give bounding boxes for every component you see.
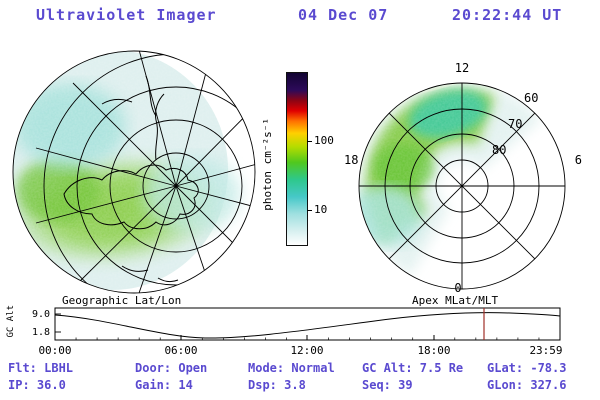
- x-major-ticks: [54, 335, 561, 340]
- status-ip: IP: 36.0: [8, 378, 66, 392]
- status-gc-alt: GC Alt: 7.5 Re: [362, 361, 464, 375]
- polar-grid: [358, 82, 566, 290]
- colorbar-unit-label: photon cm⁻²s⁻¹: [261, 118, 274, 211]
- mlt-label-0: 0: [454, 281, 461, 295]
- x-labels: 00:00 06:00 12:00 18:00 23:59: [38, 344, 562, 357]
- xtick-1800: 18:00: [417, 344, 450, 357]
- xtick-1200: 12:00: [290, 344, 323, 357]
- colorbar: [286, 72, 308, 246]
- mlat-label-60: 60: [524, 91, 538, 105]
- strip-chart: 9.0 1.8 00:00 06:00 12:00 18:00 23:59: [32, 307, 563, 357]
- xtick-0600: 06:00: [164, 344, 197, 357]
- mlt-label-6: 6: [575, 153, 582, 167]
- ytick-9: 9.0: [32, 309, 50, 320]
- aurora-image-apex: [359, 83, 565, 289]
- coastline: [63, 75, 199, 283]
- colorbar-tick-10-mark: [307, 210, 312, 211]
- colorbar-tick-10: 10: [314, 203, 328, 216]
- mlat-label-70: 70: [508, 117, 522, 131]
- aurora-image-geo: [13, 51, 255, 293]
- caption-apex: Apex MLat/MLT: [412, 294, 499, 307]
- polar-plot: 12 18 6 0 60 70 80: [344, 61, 582, 295]
- polar-labels: 12 18 6 0 60 70 80: [344, 61, 582, 295]
- colorbar-tick-100-mark: [307, 141, 312, 142]
- xtick-2359: 23:59: [529, 344, 562, 357]
- status-mode: Mode: Normal: [248, 361, 335, 375]
- status-seq: Seq: 39: [362, 378, 413, 392]
- map-graticule: [12, 50, 256, 294]
- mlt-label-18: 18: [344, 153, 358, 167]
- ytick-1-8: 1.8: [32, 327, 50, 338]
- minor-ticks: [75, 337, 540, 340]
- y-ticks: [55, 313, 61, 333]
- mlat-label-80: 80: [492, 143, 506, 157]
- colorbar-tick-100: 100: [314, 134, 334, 147]
- status-glat: GLat: -78.3: [487, 361, 567, 375]
- status-door: Door: Open: [135, 361, 208, 375]
- caption-geographic: Geographic Lat/Lon: [62, 294, 182, 307]
- mlt-label-12: 12: [455, 61, 469, 75]
- status-glon: GLon: 327.6: [487, 378, 567, 392]
- status-flt: Flt: LBHL: [8, 361, 74, 375]
- app-title: Ultraviolet Imager: [36, 6, 217, 24]
- xtick-0000: 00:00: [38, 344, 71, 357]
- header-date: 04 Dec 07: [298, 6, 389, 24]
- header-time: 20:22:44 UT: [452, 6, 563, 24]
- altitude-curve: [54, 312, 561, 339]
- geographic-map: [12, 50, 256, 294]
- status-gain: Gain: 14: [135, 378, 193, 392]
- status-dsp: Dsp: 3.8: [248, 378, 306, 392]
